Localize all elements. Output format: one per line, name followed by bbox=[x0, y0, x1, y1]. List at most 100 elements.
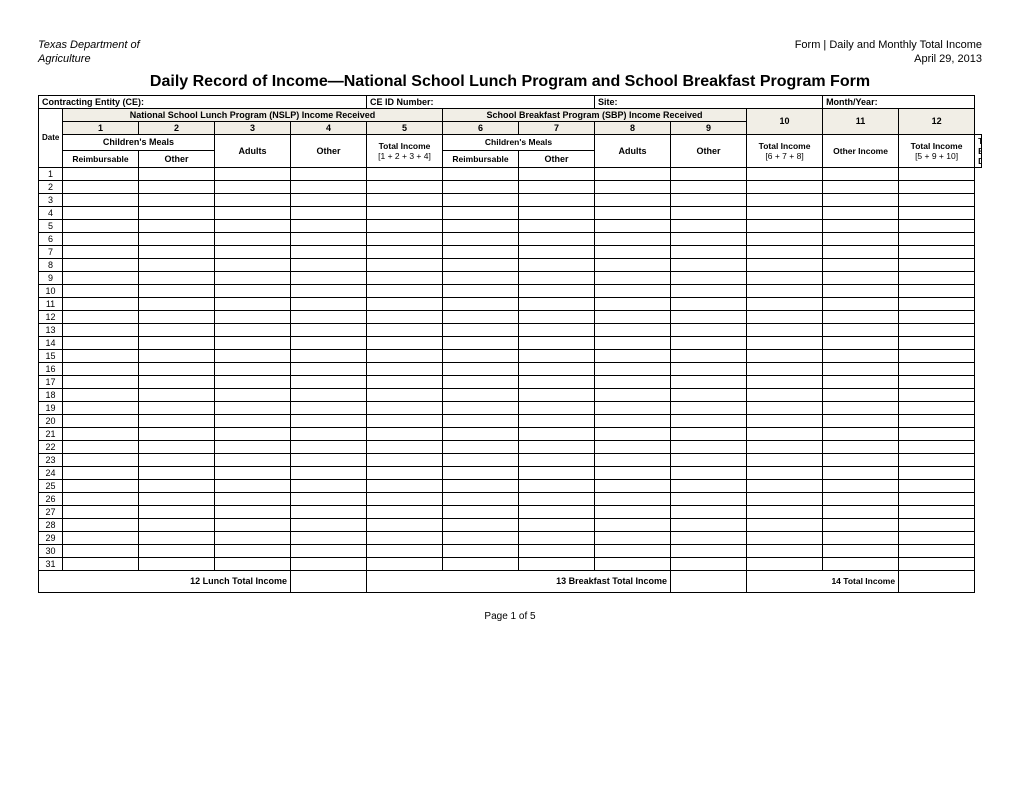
data-cell bbox=[823, 284, 899, 297]
data-cell bbox=[671, 362, 747, 375]
data-cell bbox=[899, 388, 975, 401]
data-cell bbox=[823, 310, 899, 323]
data-cell bbox=[139, 180, 215, 193]
data-cell bbox=[747, 453, 823, 466]
dept-line2: Agriculture bbox=[38, 53, 91, 65]
data-cell bbox=[367, 232, 443, 245]
data-cell bbox=[595, 453, 671, 466]
table-row: 11 bbox=[39, 297, 982, 310]
table-row: 16 bbox=[39, 362, 982, 375]
data-cell bbox=[671, 219, 747, 232]
data-cell bbox=[671, 388, 747, 401]
data-cell bbox=[747, 505, 823, 518]
data-cell bbox=[63, 284, 139, 297]
reimbursable-1: Reimbursable bbox=[63, 151, 139, 168]
data-cell bbox=[63, 557, 139, 570]
header-left: Texas Department of Agriculture bbox=[38, 38, 140, 67]
data-cell bbox=[443, 440, 519, 453]
data-cell bbox=[671, 206, 747, 219]
data-cell bbox=[291, 245, 367, 258]
data-cell bbox=[519, 232, 595, 245]
data-cell bbox=[215, 271, 291, 284]
data-cell bbox=[443, 375, 519, 388]
data-cell bbox=[747, 310, 823, 323]
data-cell bbox=[215, 531, 291, 544]
data-cell bbox=[519, 258, 595, 271]
data-cell bbox=[215, 245, 291, 258]
data-cell bbox=[747, 375, 823, 388]
data-cell bbox=[139, 193, 215, 206]
site-label: Site: bbox=[595, 95, 823, 108]
data-cell bbox=[823, 258, 899, 271]
data-cell bbox=[215, 544, 291, 557]
data-cell bbox=[595, 284, 671, 297]
data-cell bbox=[63, 362, 139, 375]
row-day: 22 bbox=[39, 440, 63, 453]
data-cell bbox=[671, 505, 747, 518]
data-cell bbox=[899, 505, 975, 518]
tib-label: Total Income bbox=[750, 141, 819, 151]
page-title: Daily Record of Income—National School L… bbox=[38, 73, 982, 91]
data-cell bbox=[215, 297, 291, 310]
data-cell bbox=[139, 297, 215, 310]
data-cell bbox=[139, 453, 215, 466]
data-cell bbox=[215, 206, 291, 219]
data-cell bbox=[367, 557, 443, 570]
data-cell bbox=[671, 349, 747, 362]
data-cell bbox=[291, 479, 367, 492]
form-line2: April 29, 2013 bbox=[914, 53, 982, 65]
data-cell bbox=[595, 479, 671, 492]
row-day: 16 bbox=[39, 362, 63, 375]
data-cell bbox=[291, 323, 367, 336]
data-cell bbox=[519, 557, 595, 570]
data-cell bbox=[367, 518, 443, 531]
data-cell bbox=[899, 427, 975, 440]
data-cell bbox=[899, 492, 975, 505]
other-sub-1: Other bbox=[139, 151, 215, 168]
data-cell bbox=[367, 466, 443, 479]
row-day: 13 bbox=[39, 323, 63, 336]
data-cell bbox=[215, 219, 291, 232]
data-cell bbox=[595, 362, 671, 375]
data-cell bbox=[899, 518, 975, 531]
data-cell bbox=[443, 167, 519, 180]
data-cell bbox=[291, 557, 367, 570]
ti-label: Total Income bbox=[902, 141, 971, 151]
row-day: 10 bbox=[39, 284, 63, 297]
data-cell bbox=[595, 271, 671, 284]
data-cell bbox=[63, 232, 139, 245]
tib-formula: [6 + 7 + 8] bbox=[750, 151, 819, 161]
data-cell bbox=[367, 167, 443, 180]
data-cell bbox=[291, 232, 367, 245]
page-container: Texas Department of Agriculture Form | D… bbox=[0, 0, 1020, 622]
row-day: 28 bbox=[39, 518, 63, 531]
data-cell bbox=[139, 258, 215, 271]
data-cell bbox=[671, 401, 747, 414]
row-day: 1 bbox=[39, 167, 63, 180]
data-cell bbox=[443, 544, 519, 557]
data-cell bbox=[367, 453, 443, 466]
adults-2: Adults bbox=[595, 134, 671, 167]
data-cell bbox=[899, 167, 975, 180]
c10: 10 bbox=[750, 116, 819, 126]
data-cell bbox=[747, 258, 823, 271]
data-cell bbox=[519, 518, 595, 531]
table-row: 19 bbox=[39, 401, 982, 414]
data-cell bbox=[747, 297, 823, 310]
data-cell bbox=[63, 167, 139, 180]
data-cell bbox=[63, 505, 139, 518]
other-2: Other bbox=[671, 134, 747, 167]
data-cell bbox=[291, 492, 367, 505]
data-cell bbox=[291, 505, 367, 518]
data-cell bbox=[367, 206, 443, 219]
data-cell bbox=[823, 336, 899, 349]
data-cell bbox=[899, 180, 975, 193]
reimbursable-2: Reimbursable bbox=[443, 151, 519, 168]
data-cell bbox=[899, 258, 975, 271]
data-cell bbox=[215, 336, 291, 349]
data-cell bbox=[443, 193, 519, 206]
data-cell bbox=[443, 492, 519, 505]
data-cell bbox=[443, 323, 519, 336]
total-income-col: Total Income [5 + 9 + 10] bbox=[899, 134, 975, 167]
data-cell bbox=[899, 284, 975, 297]
